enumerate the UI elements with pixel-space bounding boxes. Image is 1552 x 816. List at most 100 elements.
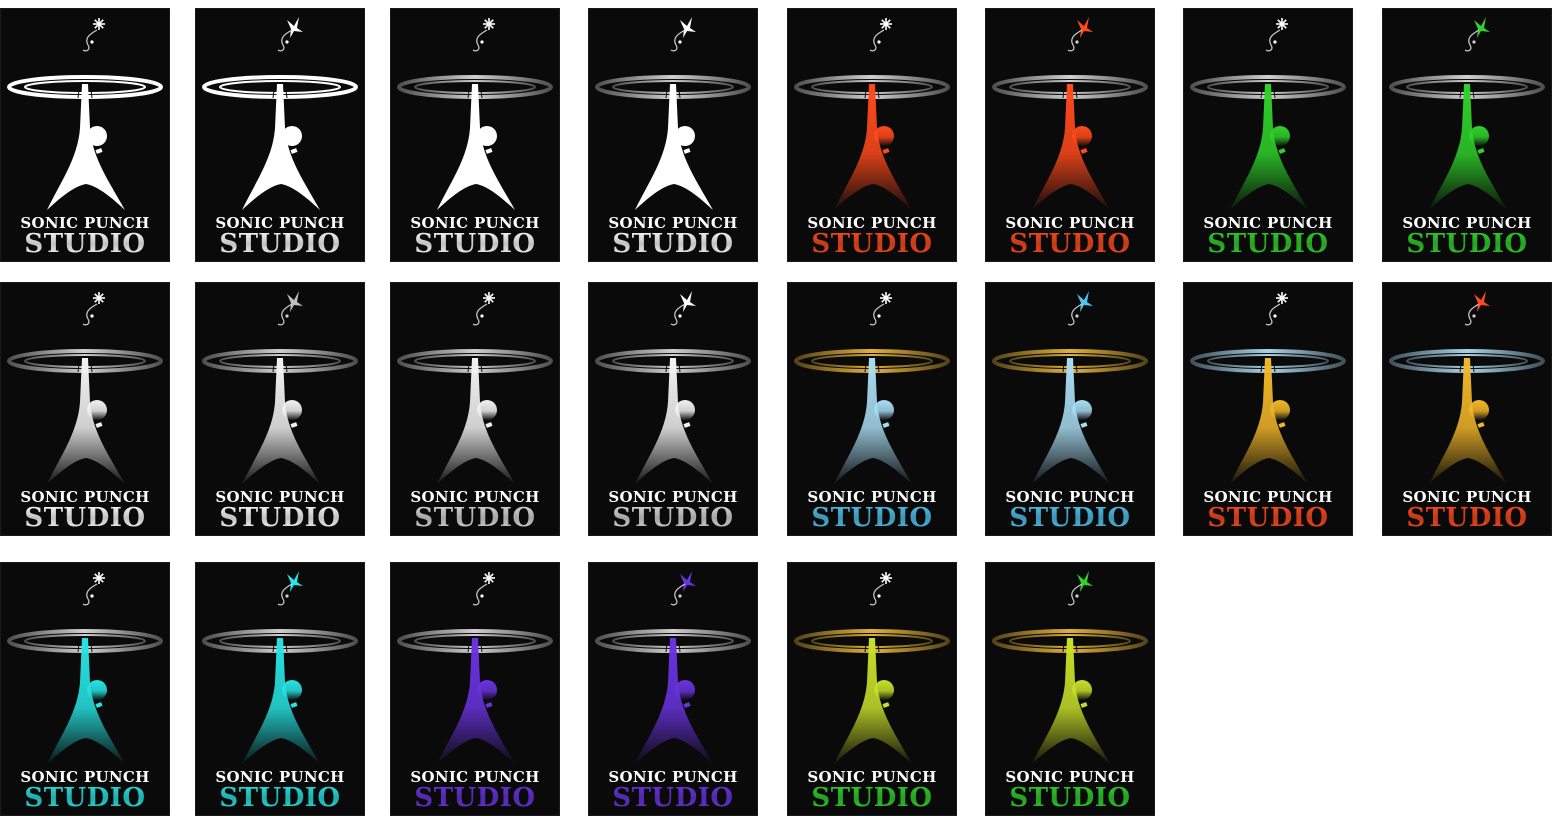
brand-line-2: STUDIO (414, 783, 535, 813)
logo-card: SONIC PUNCH STUDIO (1183, 8, 1353, 262)
logo-card: SONIC PUNCH STUDIO (787, 8, 957, 262)
tower-figure (1429, 356, 1507, 484)
brand-line-2: STUDIO (1207, 229, 1328, 259)
brand-line-2: STUDIO (1009, 229, 1130, 259)
logo-card: SONIC PUNCH STUDIO (1382, 282, 1552, 536)
tower-figure (635, 356, 713, 484)
logo-card: SONIC PUNCH STUDIO (985, 562, 1155, 816)
logo-card: SONIC PUNCH STUDIO (195, 282, 365, 536)
brand-line-2: STUDIO (1207, 503, 1328, 533)
logo-card: SONIC PUNCH STUDIO (787, 562, 957, 816)
logo-card: SONIC PUNCH STUDIO (1183, 282, 1353, 536)
dancer-icon (278, 291, 303, 325)
brand-line-2: STUDIO (612, 503, 733, 533)
brand-line-2: STUDIO (811, 503, 932, 533)
brand-line-2: STUDIO (414, 229, 535, 259)
logo-graphic: SONIC PUNCHSTUDIO (1382, 282, 1552, 536)
spark-icon (473, 572, 495, 605)
logo-card: SONIC PUNCH STUDIO (390, 282, 560, 536)
tower-figure (242, 82, 320, 210)
brand-line-2: STUDIO (811, 783, 932, 813)
tower-figure (437, 82, 515, 210)
brand-line-2: STUDIO (612, 783, 733, 813)
tower-figure (834, 356, 912, 484)
logo-card: SONIC PUNCH STUDIO (0, 282, 170, 536)
spark-icon (473, 292, 495, 325)
tower-figure (437, 636, 515, 764)
logo-card: SONIC PUNCH STUDIO (0, 8, 170, 262)
dancer-icon (278, 17, 303, 51)
brand-line-2: STUDIO (219, 229, 340, 259)
tower-figure (1230, 82, 1308, 210)
brand-line-2: STUDIO (219, 503, 340, 533)
tower-figure (242, 636, 320, 764)
logo-card: SONIC PUNCH STUDIO (195, 562, 365, 816)
spark-icon (83, 18, 105, 51)
spark-icon (870, 572, 892, 605)
logo-card: SONIC PUNCH STUDIO (390, 562, 560, 816)
tower-figure (635, 636, 713, 764)
logo-card: SONIC PUNCH STUDIO (985, 282, 1155, 536)
logo-card: SONIC PUNCH STUDIO (985, 8, 1155, 262)
logo-card: SONIC PUNCH STUDIO (588, 8, 758, 262)
dancer-icon (1068, 17, 1093, 51)
dancer-icon (671, 571, 696, 605)
spark-icon (870, 18, 892, 51)
logo-card: SONIC PUNCH STUDIO (390, 8, 560, 262)
tower-figure (437, 356, 515, 484)
brand-line-2: STUDIO (1406, 229, 1527, 259)
tower-figure (834, 82, 912, 210)
logo-card: SONIC PUNCH STUDIO (588, 282, 758, 536)
tower-figure (834, 636, 912, 764)
brand-line-2: STUDIO (219, 783, 340, 813)
brand-line-2: STUDIO (811, 229, 932, 259)
tower-figure (1032, 356, 1110, 484)
dancer-icon (1465, 17, 1490, 51)
logo-graphic: SONIC PUNCHSTUDIO (0, 562, 170, 816)
tower-figure (47, 356, 125, 484)
brand-line-2: STUDIO (612, 229, 733, 259)
tower-figure (47, 636, 125, 764)
brand-line-2: STUDIO (1009, 503, 1130, 533)
logo-card: SONIC PUNCH STUDIO (0, 562, 170, 816)
tower-figure (242, 356, 320, 484)
logo-graphic: SONIC PUNCHSTUDIO (390, 282, 560, 536)
spark-icon (83, 572, 105, 605)
spark-icon (83, 292, 105, 325)
logo-card: SONIC PUNCH STUDIO (588, 562, 758, 816)
spark-icon (473, 18, 495, 51)
brand-line-2: STUDIO (1009, 783, 1130, 813)
spark-icon (1266, 18, 1288, 51)
tower-figure (635, 82, 713, 210)
logo-card: SONIC PUNCH STUDIO (195, 8, 365, 262)
brand-line-2: STUDIO (414, 503, 535, 533)
logo-card: SONIC PUNCH STUDIO (787, 282, 957, 536)
tower-figure (47, 82, 125, 210)
dancer-icon (1465, 291, 1490, 325)
brand-line-2: STUDIO (24, 229, 145, 259)
brand-line-2: STUDIO (24, 783, 145, 813)
brand-line-2: STUDIO (1406, 503, 1527, 533)
logo-card: SONIC PUNCH STUDIO (1382, 8, 1552, 262)
spark-icon (1266, 292, 1288, 325)
dancer-icon (278, 571, 303, 605)
tower-figure (1429, 82, 1507, 210)
